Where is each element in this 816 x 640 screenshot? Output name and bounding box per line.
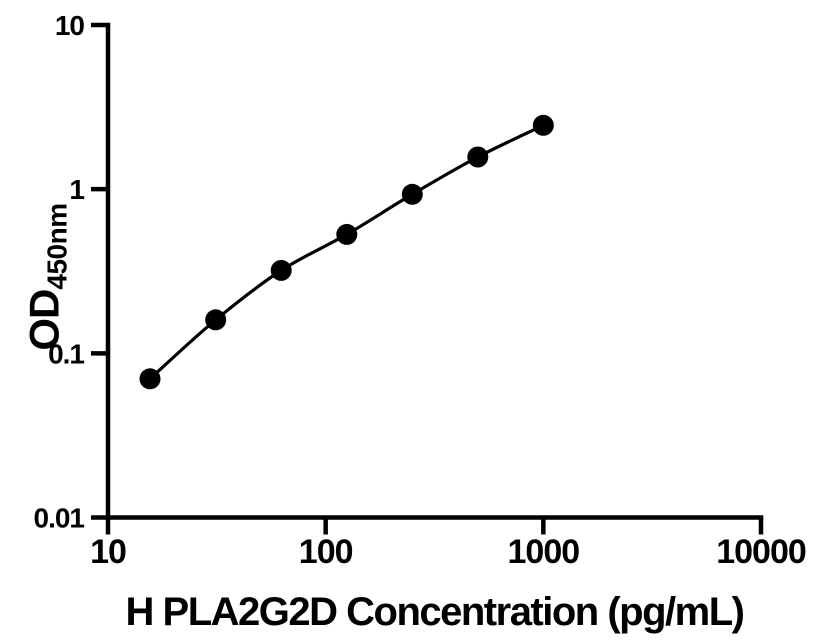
x-tick-label-10000: 10000 <box>716 533 806 571</box>
x-tick-label-10: 10 <box>90 533 126 571</box>
y-tick-label-0.01: 0.01 <box>34 503 85 534</box>
y-axis-label-subscript: 450nm <box>41 203 73 290</box>
data-point-4 <box>401 183 423 205</box>
y-axis-label: OD450nm <box>21 203 74 350</box>
y-axis-label-main: OD <box>20 289 68 351</box>
data-point-3 <box>336 223 358 245</box>
data-point-2 <box>270 259 292 281</box>
data-point-0 <box>139 368 161 390</box>
data-point-1 <box>205 309 227 331</box>
y-tick-label-1: 1 <box>69 174 84 205</box>
x-tick-label-100: 100 <box>299 533 353 571</box>
data-point-6 <box>532 114 554 136</box>
x-tick-label-1000: 1000 <box>508 533 580 571</box>
x-axis-title: H PLA2G2D Concentration (pg/mL) <box>125 590 745 634</box>
y-tick-label-0.1: 0.1 <box>48 338 84 369</box>
data-point-5 <box>467 146 489 168</box>
y-tick-label-10: 10 <box>55 10 85 41</box>
